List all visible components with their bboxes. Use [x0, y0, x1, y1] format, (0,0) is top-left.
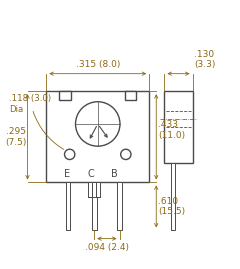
Text: .315 (8.0): .315 (8.0)	[76, 61, 120, 69]
Bar	[171, 162, 175, 231]
Text: E: E	[64, 169, 70, 179]
Bar	[164, 91, 192, 162]
Bar	[125, 91, 136, 100]
Text: .433
(11.0): .433 (11.0)	[158, 120, 185, 140]
Text: .118 (3.0)
Dia: .118 (3.0) Dia	[9, 94, 51, 114]
Text: B: B	[111, 169, 118, 179]
Bar	[92, 182, 96, 231]
Text: .094 (2.4): .094 (2.4)	[85, 243, 129, 252]
Circle shape	[121, 149, 131, 160]
Bar	[59, 91, 71, 100]
Circle shape	[76, 102, 120, 146]
Bar	[117, 182, 122, 231]
Text: .130
(3.3): .130 (3.3)	[194, 50, 216, 69]
Bar	[96, 182, 100, 196]
Bar	[88, 182, 92, 196]
Text: C: C	[87, 169, 94, 179]
Bar	[66, 182, 70, 231]
Text: .295
(7.5): .295 (7.5)	[5, 127, 26, 147]
Bar	[46, 91, 149, 182]
Circle shape	[65, 149, 75, 160]
Text: .610
(15.5): .610 (15.5)	[158, 197, 185, 216]
